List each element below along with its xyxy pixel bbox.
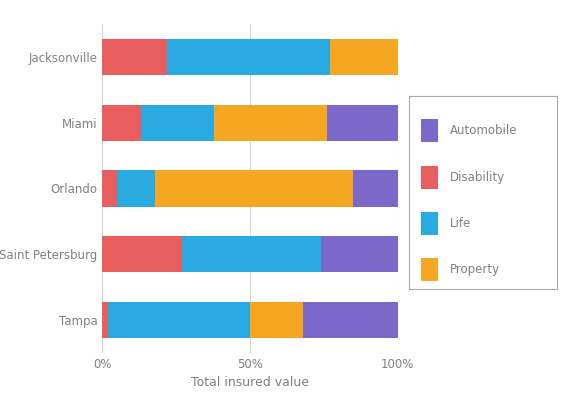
FancyBboxPatch shape [421,212,438,235]
FancyBboxPatch shape [421,258,438,281]
Bar [321,236,398,272]
Bar [102,39,167,75]
Bar [327,105,398,141]
Bar [102,302,108,338]
Text: Disability: Disability [450,170,506,184]
Bar [182,236,321,272]
Text: Property: Property [450,263,500,276]
Bar [102,105,141,141]
Bar [167,39,329,75]
Bar [117,170,156,207]
FancyBboxPatch shape [421,166,438,188]
Bar [303,302,398,338]
Bar [141,105,215,141]
Text: Life: Life [450,217,471,230]
Bar [353,170,398,207]
Bar [102,170,117,207]
Bar [250,302,303,338]
X-axis label: Total insured value: Total insured value [191,376,309,389]
Bar [108,302,250,338]
Bar [102,236,182,272]
Bar [329,39,398,75]
FancyBboxPatch shape [421,119,438,142]
Text: Automobile: Automobile [450,124,518,138]
Bar [215,105,327,141]
Bar [156,170,353,207]
